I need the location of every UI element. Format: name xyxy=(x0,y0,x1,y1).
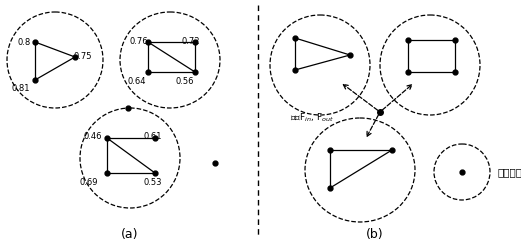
Text: 0.8: 0.8 xyxy=(18,38,31,47)
Text: 0.69: 0.69 xyxy=(80,178,98,187)
Text: 0.46: 0.46 xyxy=(84,132,103,141)
Text: 0.76: 0.76 xyxy=(130,37,148,46)
Text: (a): (a) xyxy=(121,228,139,241)
Text: 0.56: 0.56 xyxy=(175,77,193,86)
Text: 0.64: 0.64 xyxy=(128,77,146,86)
Text: 0.72: 0.72 xyxy=(182,37,201,46)
Text: 0.53: 0.53 xyxy=(144,178,163,187)
Text: 0.61: 0.61 xyxy=(144,132,163,141)
Text: 0.75: 0.75 xyxy=(73,52,92,61)
Text: 0.81: 0.81 xyxy=(12,84,31,93)
Text: 单点社区: 单点社区 xyxy=(497,167,521,177)
Text: (b): (b) xyxy=(366,228,384,241)
Text: 计算F$_{in}$, F$_{out}$: 计算F$_{in}$, F$_{out}$ xyxy=(290,112,334,124)
